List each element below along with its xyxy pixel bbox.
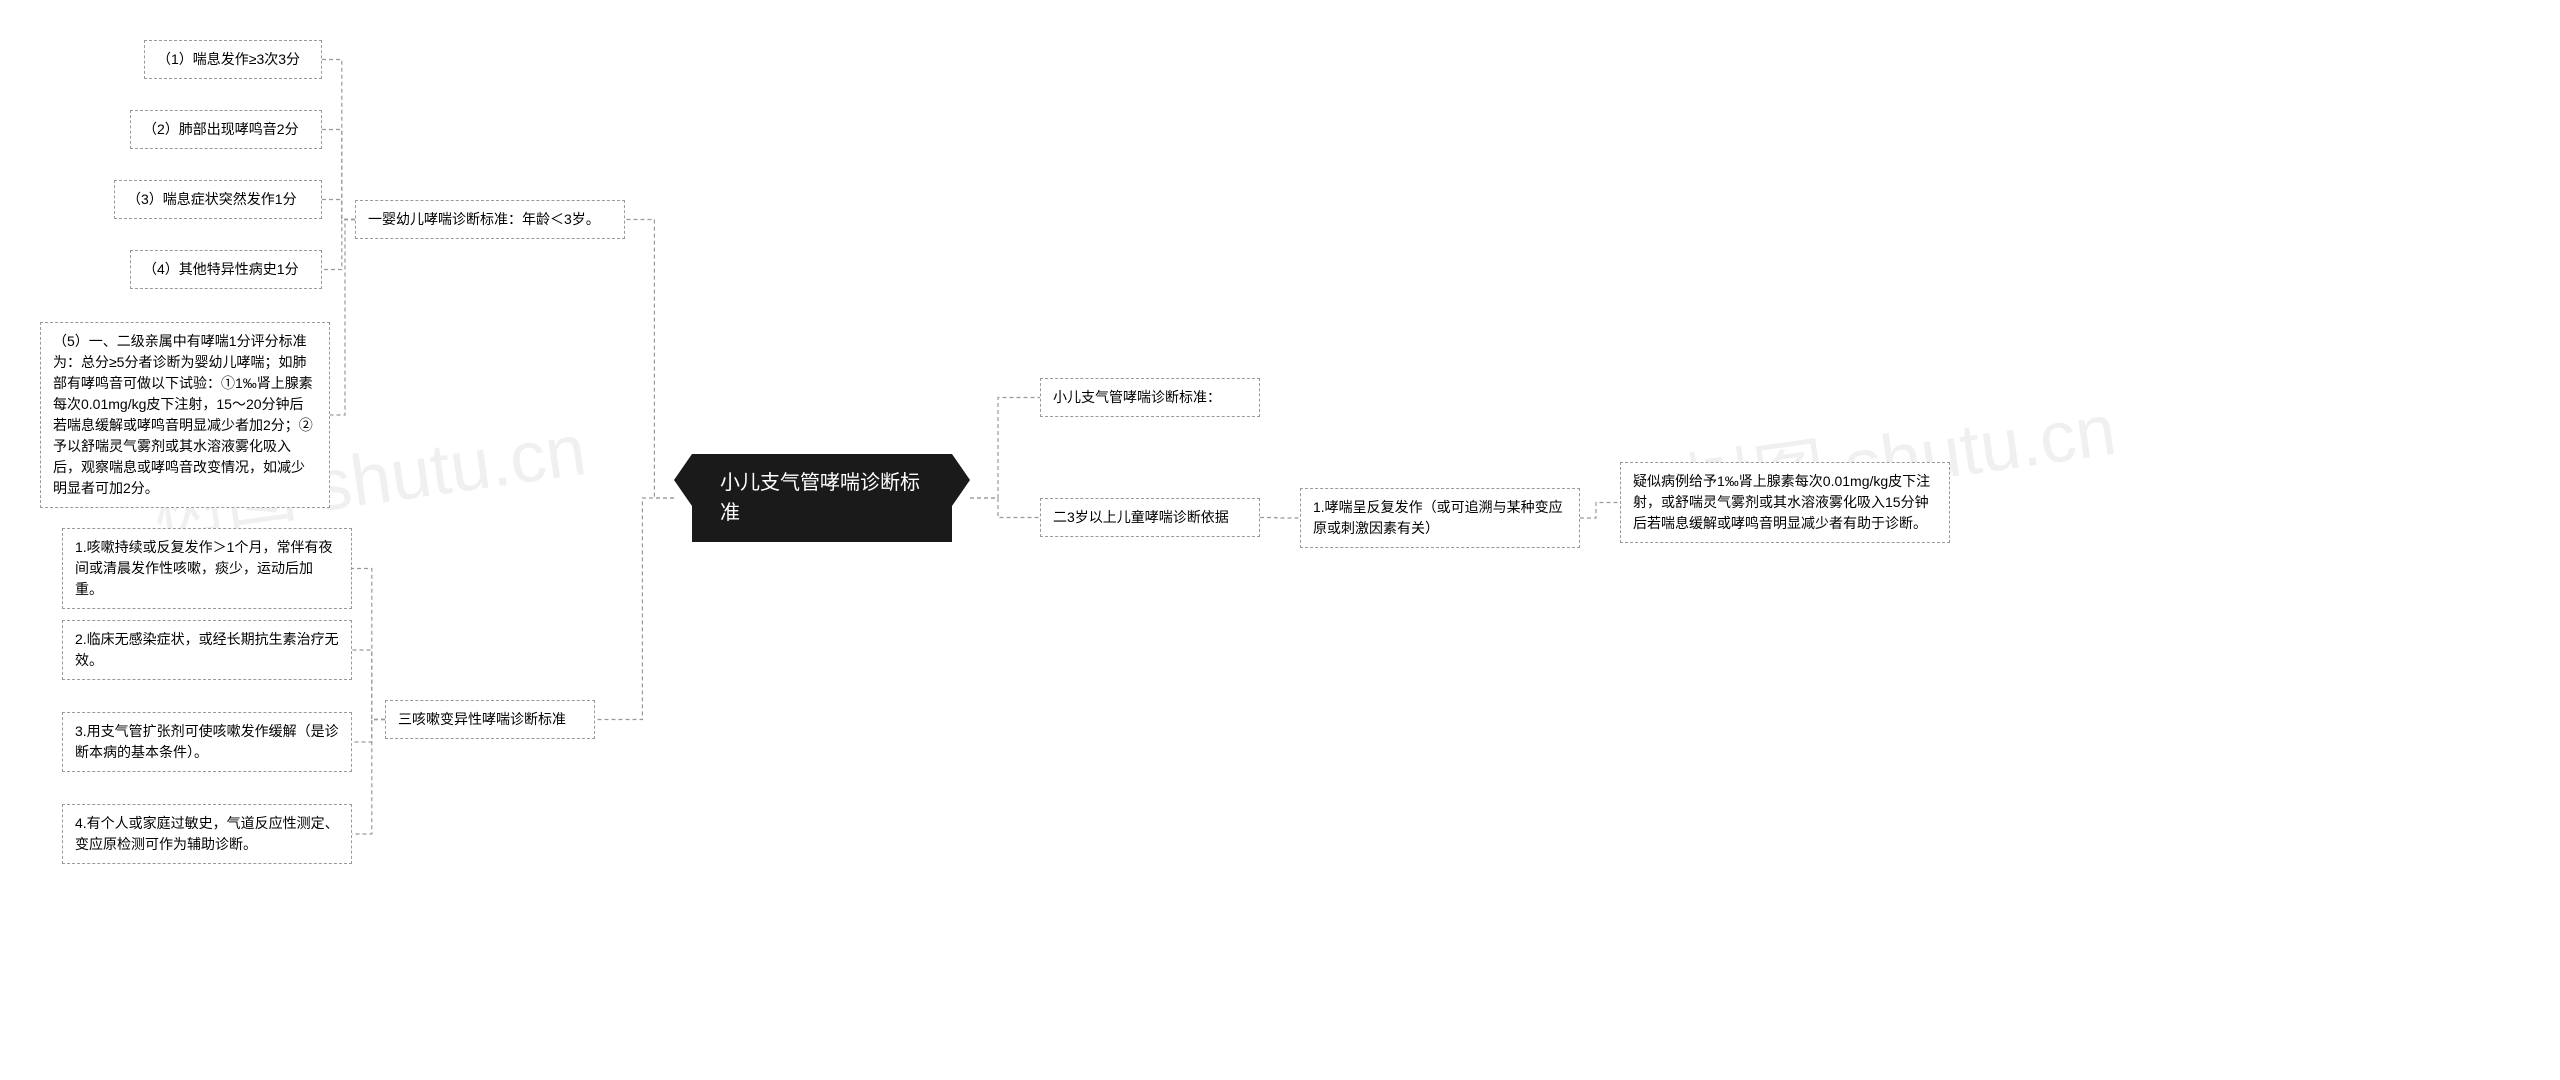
left-branch-0-child-2: （3）喘息症状突然发作1分 bbox=[114, 180, 322, 219]
left-branch-1-child-1: 2.临床无感染症状，或经长期抗生素治疗无效。 bbox=[62, 620, 352, 680]
left-branch-1-child-3: 4.有个人或家庭过敏史，气道反应性测定、变应原检测可作为辅助诊断。 bbox=[62, 804, 352, 864]
left-branch-1: 三咳嗽变异性哮喘诊断标准 bbox=[385, 700, 595, 739]
left-branch-1-child-0: 1.咳嗽持续或反复发作＞1个月，常伴有夜间或清晨发作性咳嗽，痰少，运动后加重。 bbox=[62, 528, 352, 609]
left-branch-0-child-0: （1）喘息发作≥3次3分 bbox=[144, 40, 322, 79]
left-branch-0-child-1: （2）肺部出现哮鸣音2分 bbox=[130, 110, 322, 149]
right-branch-1-child-0: 1.哮喘呈反复发作（或可追溯与某种变应原或刺激因素有关） bbox=[1300, 488, 1580, 548]
central-node: 小儿支气管哮喘诊断标准 bbox=[692, 454, 952, 542]
left-branch-0-child-4: （5）一、二级亲属中有哮喘1分评分标准为：总分≥5分者诊断为婴幼儿哮喘；如肺部有… bbox=[40, 322, 330, 508]
left-branch-1-child-2: 3.用支气管扩张剂可使咳嗽发作缓解（是诊断本病的基本条件）。 bbox=[62, 712, 352, 772]
right-branch-1: 二3岁以上儿童哮喘诊断依据 bbox=[1040, 498, 1260, 537]
left-branch-0: 一婴幼儿哮喘诊断标准：年龄＜3岁。 bbox=[355, 200, 625, 239]
right-branch-1-grandchild-0: 疑似病例给予1‰肾上腺素每次0.01mg/kg皮下注射，或舒喘灵气雾剂或其水溶液… bbox=[1620, 462, 1950, 543]
connectors-layer bbox=[0, 0, 2560, 1080]
left-branch-0-child-3: （4）其他特异性病史1分 bbox=[130, 250, 322, 289]
right-branch-0: 小儿支气管哮喘诊断标准： bbox=[1040, 378, 1260, 417]
